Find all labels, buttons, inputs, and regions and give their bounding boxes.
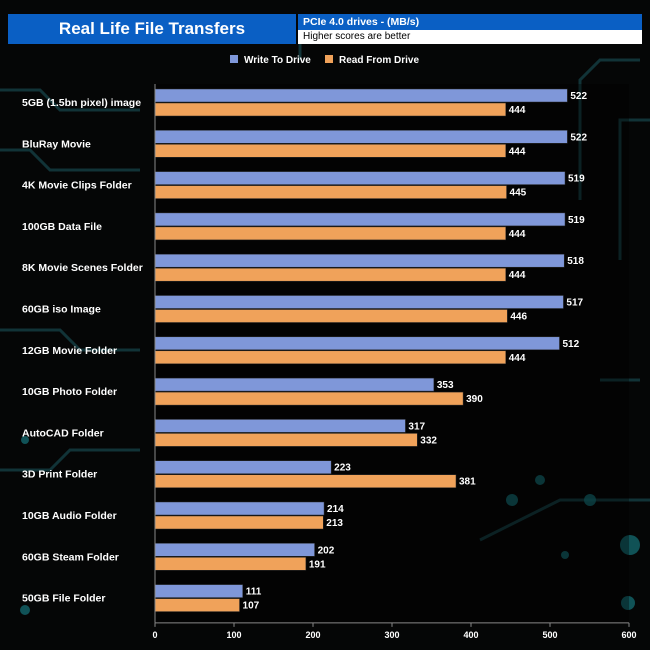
category-label: 10GB Audio Folder — [22, 510, 117, 522]
write-value-label: 214 — [327, 504, 344, 515]
read-bar — [154, 391, 464, 406]
write-value-label: 111 — [246, 587, 262, 598]
read-value-label: 444 — [509, 353, 526, 364]
chart-title: Real Life File Transfers — [8, 14, 296, 44]
write-value-label: 353 — [437, 380, 454, 391]
write-bar — [154, 88, 568, 103]
read-bar — [154, 515, 324, 530]
chart-note: Higher scores are better — [298, 30, 642, 44]
category-label: 50GB File Folder — [22, 593, 105, 605]
x-tick-label: 200 — [305, 630, 320, 640]
x-tick-label: 500 — [542, 630, 557, 640]
read-bar — [154, 226, 507, 241]
category-label: 3D Print Folder — [22, 469, 97, 481]
read-value-label: 390 — [466, 394, 483, 405]
category-label: 12GB Movie Folder — [22, 345, 117, 357]
write-bar — [154, 419, 406, 433]
category-label: 8K Movie Scenes Folder — [22, 262, 143, 274]
write-bar — [154, 501, 325, 516]
legend-swatch-1 — [325, 55, 333, 63]
x-tick-label: 600 — [621, 630, 636, 640]
category-label: 10GB Photo Folder — [22, 386, 117, 398]
read-value-label: 381 — [459, 477, 476, 488]
legend: Write To Drive Read From Drive — [230, 55, 419, 66]
category-label: 5GB (1.5bn pixel) image — [22, 97, 141, 109]
category-label: AutoCAD Folder — [22, 427, 104, 439]
read-value-label: 213 — [326, 518, 343, 529]
read-value-label: 445 — [510, 188, 527, 199]
x-tick-label: 100 — [226, 630, 241, 640]
read-bar — [154, 102, 507, 117]
write-bar — [154, 130, 568, 144]
write-bar — [154, 336, 560, 351]
info-box: PCIe 4.0 drives - (MB/s) Higher scores a… — [298, 14, 642, 44]
read-value-label: 444 — [509, 229, 526, 240]
chart-subtitle: PCIe 4.0 drives - (MB/s) — [298, 14, 642, 30]
legend-swatch-0 — [230, 55, 238, 63]
x-tick-label: 400 — [463, 630, 478, 640]
write-value-label: 223 — [334, 463, 351, 474]
x-tick-label: 300 — [384, 630, 399, 640]
read-bar — [154, 267, 507, 282]
write-bar — [154, 171, 566, 185]
category-label: 4K Movie Clips Folder — [22, 180, 132, 192]
write-value-label: 517 — [566, 298, 583, 309]
write-value-label: 522 — [570, 132, 587, 143]
write-bar — [154, 212, 566, 227]
write-bar — [154, 543, 315, 557]
write-value-label: 518 — [567, 256, 584, 267]
read-value-label: 332 — [420, 435, 437, 446]
write-value-label: 512 — [562, 339, 579, 350]
read-bar — [154, 598, 240, 612]
write-bar — [154, 584, 243, 598]
read-bar — [154, 309, 508, 323]
write-value-label: 519 — [568, 215, 585, 226]
read-value-label: 191 — [309, 559, 326, 570]
write-value-label: 522 — [570, 91, 587, 102]
read-bar — [154, 185, 507, 199]
write-value-label: 202 — [318, 545, 335, 556]
legend-label-1: Read From Drive — [339, 55, 419, 66]
read-bar — [154, 350, 507, 365]
category-label: 60GB Steam Folder — [22, 551, 119, 563]
write-value-label: 317 — [408, 421, 425, 432]
read-bar — [154, 474, 457, 488]
read-bar — [154, 433, 418, 447]
read-value-label: 107 — [243, 601, 260, 612]
read-bar — [154, 557, 307, 571]
write-value-label: 519 — [568, 174, 585, 185]
write-bar — [154, 295, 564, 309]
write-bar — [154, 460, 332, 474]
x-axis: 0 100 200 300 400 500 600 — [152, 84, 637, 640]
legend-label-0: Write To Drive — [244, 55, 311, 66]
read-value-label: 444 — [509, 146, 526, 157]
category-label: BluRay Movie — [22, 138, 91, 150]
bars-group: 5GB (1.5bn pixel) image 522 444 BluRay Movi… — [22, 84, 629, 623]
x-tick-label: 0 — [152, 630, 157, 640]
write-bar — [154, 253, 565, 268]
read-bar — [154, 144, 507, 158]
read-value-label: 446 — [510, 312, 527, 323]
write-bar — [154, 377, 435, 392]
read-value-label: 444 — [509, 105, 526, 116]
category-label: 100GB Data File — [22, 221, 102, 233]
read-value-label: 444 — [509, 270, 526, 281]
category-label: 60GB iso Image — [22, 304, 101, 316]
